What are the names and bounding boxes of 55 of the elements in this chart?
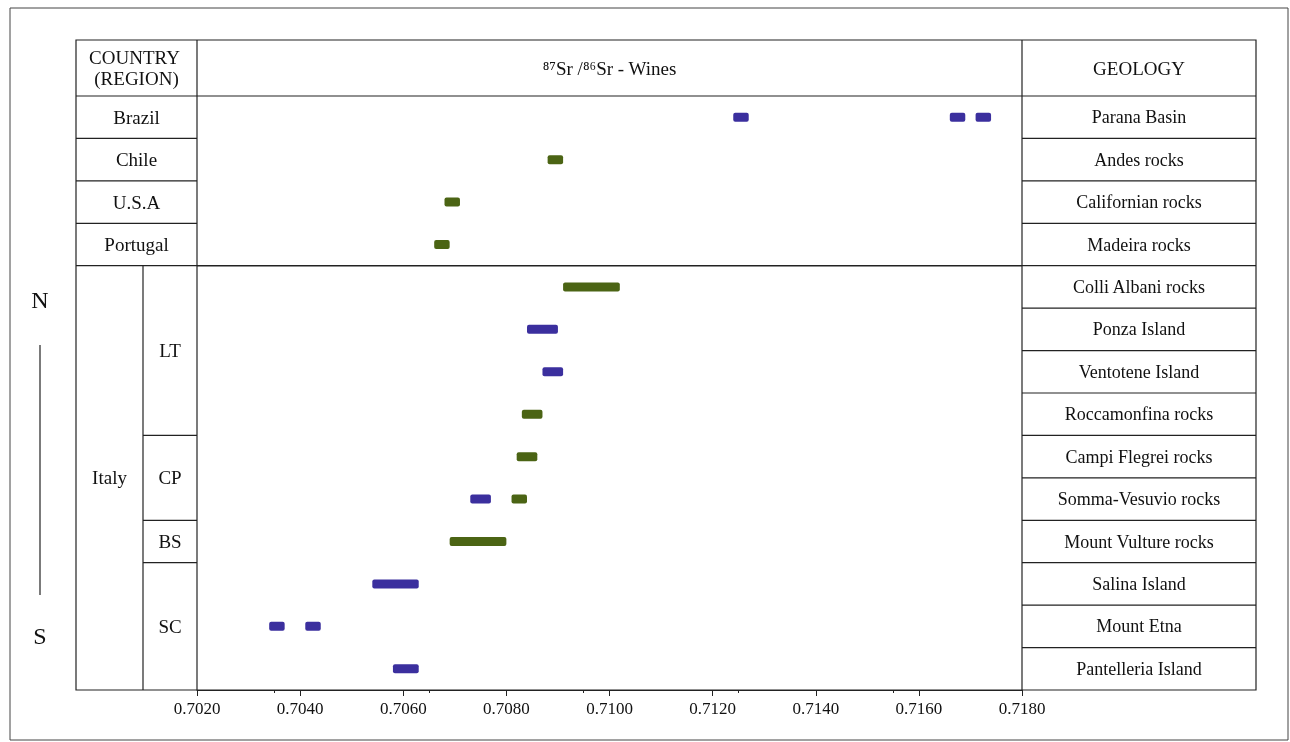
- text: Chile: [115, 149, 158, 171]
- chart-title: ⁸⁷Sr /⁸⁶Sr - Wines: [542, 57, 677, 79]
- bar: [949, 112, 966, 122]
- bar: [975, 112, 992, 122]
- bar: [470, 494, 491, 504]
- bar: [527, 324, 558, 334]
- bar: [563, 282, 620, 292]
- x-tick-label: 0.7080: [483, 699, 530, 718]
- text: S: [33, 623, 47, 649]
- y-axis-title: GEOLOGY: [1093, 57, 1186, 79]
- y-tick-label: Ventotene Island: [1078, 361, 1200, 382]
- y-tick-label: Andes rocks: [1094, 149, 1184, 170]
- text: U.S.A: [112, 191, 161, 213]
- text: Italy: [92, 467, 128, 489]
- y-tick-label: Parana Basin: [1091, 107, 1187, 128]
- bar: [516, 452, 538, 462]
- x-tick-label: 0.7100: [586, 699, 633, 718]
- text: Portugal: [104, 234, 169, 255]
- bar: [434, 240, 450, 249]
- bar: [269, 621, 285, 631]
- y-tick-label: Mount Etna: [1096, 616, 1182, 637]
- x-tick-label: 0.7180: [998, 699, 1046, 718]
- text: Brazil: [113, 106, 160, 128]
- bar: [305, 621, 321, 631]
- text: COUNTRY (REGION): [89, 47, 184, 90]
- y-tick-label: Madeira rocks: [1087, 234, 1191, 255]
- bar: [444, 197, 460, 207]
- text: SC: [158, 615, 182, 637]
- y-tick-label: Ponza Island: [1092, 319, 1186, 340]
- bar: [733, 112, 749, 122]
- bar: [542, 367, 564, 377]
- bar: [547, 155, 564, 165]
- y-tick-label: Roccamonfina rocks: [1064, 404, 1214, 425]
- text: LT: [159, 340, 182, 362]
- y-tick-label: Mount Vulture rocks: [1064, 531, 1214, 552]
- text: N: [31, 287, 49, 313]
- x-tick-label: 0.7160: [895, 699, 943, 718]
- bar: [521, 409, 543, 419]
- x-tick-label: 0.7140: [792, 699, 840, 718]
- bar: [449, 537, 507, 546]
- y-tick-label: Campi Flegrei rocks: [1065, 446, 1213, 467]
- text: BS: [158, 531, 182, 552]
- x-tick-label: 0.7040: [276, 699, 324, 718]
- y-tick-label: Californian rocks: [1076, 192, 1202, 213]
- x-tick-label: 0.7120: [689, 699, 736, 718]
- x-tick-label: 0.7060: [379, 699, 427, 718]
- y-tick-label: Pantelleria Island: [1076, 658, 1202, 679]
- y-tick-label: Somma-Vesuvio rocks: [1057, 489, 1221, 510]
- bar: [392, 664, 419, 674]
- bar: [372, 579, 419, 589]
- y-tick-label: Salina Island: [1092, 573, 1186, 594]
- x-tick-label: 0.7020: [173, 699, 221, 718]
- y-tick-label: Colli Albani rocks: [1073, 276, 1205, 297]
- text: CP: [158, 467, 182, 489]
- bar: [511, 494, 527, 504]
